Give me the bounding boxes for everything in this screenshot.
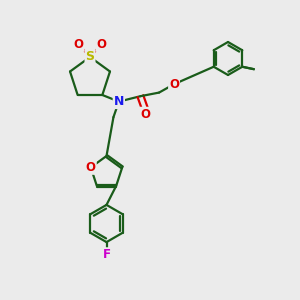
Text: O: O bbox=[74, 38, 84, 51]
Text: O: O bbox=[86, 161, 96, 174]
Text: N: N bbox=[114, 95, 124, 108]
Text: O: O bbox=[169, 78, 179, 91]
Text: F: F bbox=[103, 248, 110, 261]
Text: O: O bbox=[96, 38, 106, 51]
Text: S: S bbox=[85, 50, 94, 64]
Text: O: O bbox=[140, 108, 150, 121]
